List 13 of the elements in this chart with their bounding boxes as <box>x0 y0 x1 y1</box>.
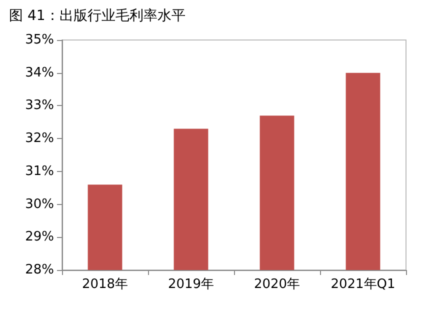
y-tick-label: 29% <box>25 230 54 245</box>
y-tick-label: 30% <box>25 196 54 212</box>
y-tick-label: 35% <box>25 32 54 48</box>
y-tick-label: 34% <box>25 65 54 80</box>
x-tick-label: 2018年 <box>82 277 128 292</box>
y-tick-label: 31% <box>25 164 54 179</box>
y-tick-label: 28% <box>25 262 54 278</box>
y-tick-label: 32% <box>25 131 54 146</box>
x-tick-label: 2021年Q1 <box>330 277 396 292</box>
y-tick-label: 33% <box>25 98 54 114</box>
x-tick-label: 2020年 <box>254 277 300 292</box>
x-tick-label: 2019年 <box>168 277 214 292</box>
chart-title: 图 41：出版行业毛利率水平 <box>9 8 186 24</box>
